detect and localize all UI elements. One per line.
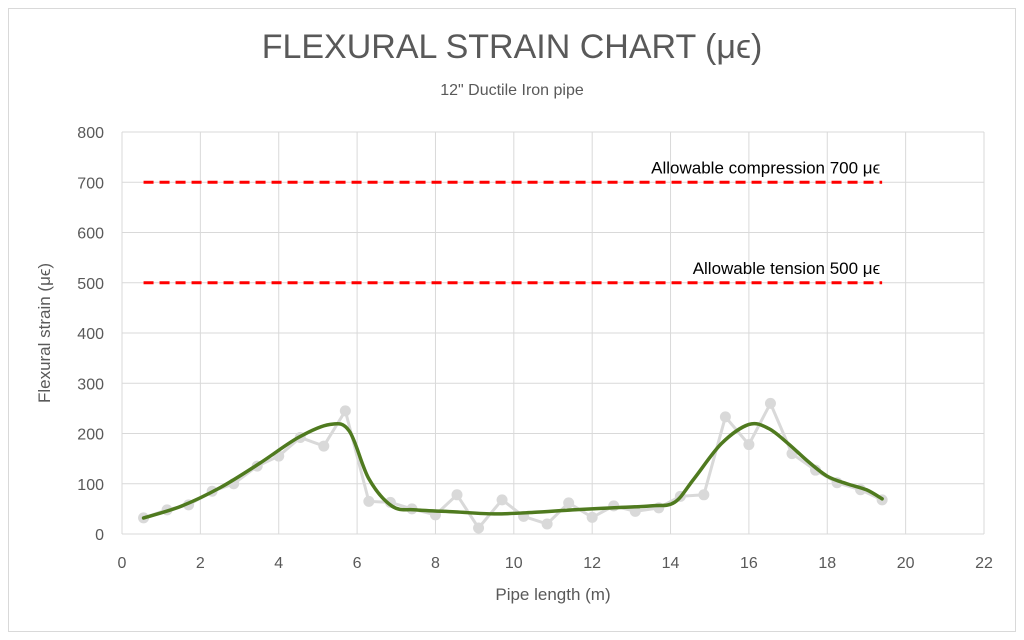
data-point bbox=[473, 522, 485, 534]
y-tick-label: 800 bbox=[77, 125, 104, 142]
x-tick-label: 16 bbox=[740, 555, 758, 572]
tick-labels: 0 100 200 300 400 500 600 700 800 0 2 4 6 8 10 12 14 16 18… bbox=[77, 125, 993, 572]
x-tick-label: 6 bbox=[353, 555, 362, 572]
chart-subtitle: 12" Ductile Iron pipe bbox=[440, 82, 584, 99]
y-tick-label: 400 bbox=[77, 326, 104, 343]
y-tick-label: 0 bbox=[95, 527, 104, 544]
chart-frame bbox=[8, 8, 1016, 632]
data-point bbox=[363, 495, 375, 507]
x-tick-label: 20 bbox=[897, 555, 915, 572]
data-point bbox=[743, 439, 755, 451]
x-tick-label: 18 bbox=[818, 555, 836, 572]
x-tick-label: 4 bbox=[274, 555, 283, 572]
data-point bbox=[496, 494, 508, 506]
x-tick-label: 10 bbox=[505, 555, 523, 572]
y-axis-label: Flexural strain (μϵ) bbox=[35, 263, 54, 403]
data-point bbox=[764, 397, 776, 409]
data-point bbox=[698, 489, 710, 501]
x-tick-label: 14 bbox=[662, 555, 680, 572]
data-point bbox=[451, 489, 463, 501]
y-tick-label: 300 bbox=[77, 376, 104, 393]
x-axis-label: Pipe length (m) bbox=[495, 585, 610, 604]
x-tick-label: 8 bbox=[431, 555, 440, 572]
y-tick-label: 500 bbox=[77, 276, 104, 293]
data-point bbox=[563, 497, 575, 509]
y-tick-label: 100 bbox=[77, 477, 104, 494]
x-tick-label: 0 bbox=[118, 555, 127, 572]
trend-line bbox=[141, 421, 884, 520]
x-tick-label: 12 bbox=[583, 555, 601, 572]
data-series bbox=[138, 397, 888, 534]
x-tick-label: 22 bbox=[975, 555, 993, 572]
data-point bbox=[318, 440, 330, 452]
data-point bbox=[719, 411, 731, 423]
y-tick-label: 700 bbox=[77, 175, 104, 192]
data-point bbox=[541, 518, 553, 530]
data-point bbox=[586, 511, 598, 523]
reference-line-label: Allowable compression 700 μϵ bbox=[651, 158, 880, 177]
y-tick-label: 600 bbox=[77, 226, 104, 243]
y-tick-label: 200 bbox=[77, 427, 104, 444]
reference-line-label: Allowable tension 500 μϵ bbox=[693, 259, 880, 278]
chart-title: FLEXURAL STRAIN CHART (μϵ) bbox=[261, 28, 763, 66]
x-tick-label: 2 bbox=[196, 555, 205, 572]
gridlines bbox=[121, 131, 985, 535]
data-point bbox=[339, 405, 351, 417]
reference-lines: Allowable compression 700 μϵ Allowable te… bbox=[143, 158, 883, 285]
